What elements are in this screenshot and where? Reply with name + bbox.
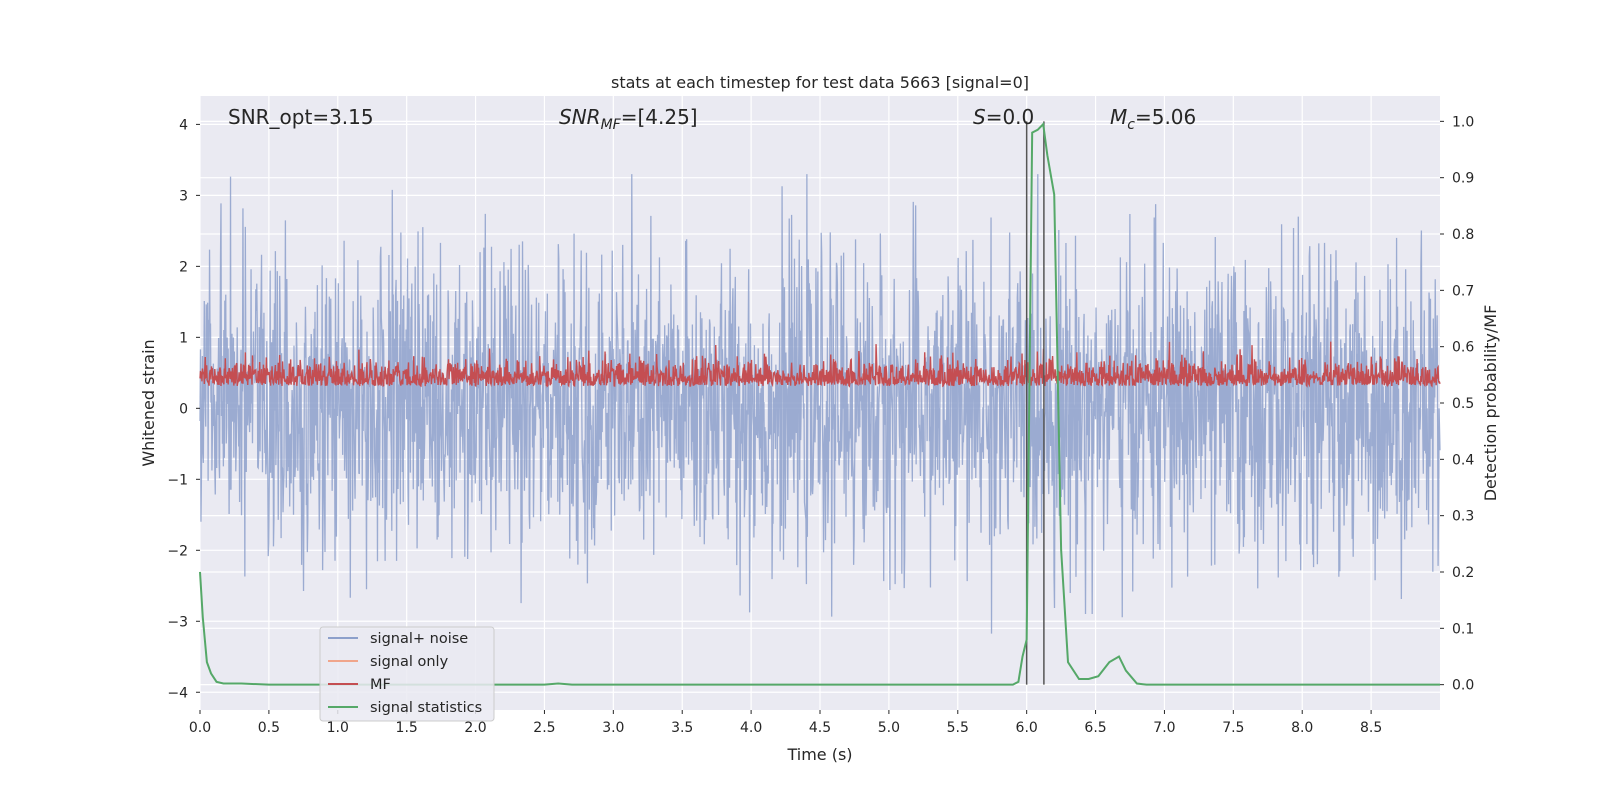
x-tick-label: 6.0 [1016, 720, 1038, 736]
y-tick-label: −4 [167, 685, 188, 701]
mf-series [199, 341, 1441, 388]
snr-mf-annotation: SNRMF=[4.25] [559, 105, 698, 133]
x-tick-label: 4.0 [740, 720, 762, 736]
legend-item-signal-only: signal only [328, 654, 449, 670]
signal-noise-line [199, 174, 1441, 634]
x-tick-label: 4.5 [809, 720, 831, 736]
y2-tick-label: 0.6 [1452, 340, 1474, 356]
signal-noise-series [199, 174, 1441, 634]
y-tick-label: 3 [179, 188, 188, 204]
snr-opt-annotation: SNR_opt=3.15 [228, 105, 374, 129]
legend-label-signal-statistics: signal statistics [370, 700, 482, 716]
signal-statistics-series [199, 122, 1440, 686]
y2-tick-label: 0.1 [1452, 621, 1474, 637]
snr-mf-value: =[4.25] [621, 105, 698, 129]
y-tick-label: −2 [167, 543, 188, 559]
legend: signal+ noise signal only MF signal stat… [319, 626, 495, 722]
x-tick-label: 3.5 [671, 720, 693, 736]
y-tick-label: 4 [179, 117, 188, 133]
y-tick-label: −3 [167, 614, 188, 630]
legend-label-signal-noise: signal+ noise [370, 631, 468, 647]
y-tick-label: 1 [179, 330, 188, 346]
s-annotation: S=0.0 [973, 105, 1034, 129]
legend-label-signal-only: signal only [370, 654, 449, 670]
mc-main: M [1110, 105, 1127, 129]
axis-ticks: 0.0 0.5 1.0 1.5 2.0 2.5 3.0 3.5 4.0 4.5 5.0 5.5 6.0 6… [167, 114, 1474, 736]
y2-tick-label: 0.3 [1452, 509, 1474, 525]
signal-statistics-line [199, 122, 1440, 686]
x-tick-label: 5.0 [878, 720, 900, 736]
y2-tick-label: 0.5 [1452, 396, 1474, 412]
y2-axis-label: Detection probability/MF [1481, 305, 1500, 502]
x-tick-label: 2.5 [533, 720, 555, 736]
x-tick-label: 8.5 [1360, 720, 1382, 736]
snr-mf-main: SNR [559, 105, 601, 129]
y-tick-label: −1 [167, 472, 188, 488]
x-tick-label: 3.0 [602, 720, 624, 736]
x-tick-label: 2.0 [464, 720, 486, 736]
y-tick-label: 2 [179, 259, 188, 275]
mf-line [199, 341, 1441, 388]
legend-item-signal-statistics: signal statistics [328, 700, 482, 716]
x-tick-label: 0.5 [258, 720, 280, 736]
mc-sub: c [1127, 117, 1135, 133]
legend-box [319, 626, 495, 722]
x-tick-label: 1.0 [327, 720, 349, 736]
mc-annotation: Mc=5.06 [1110, 105, 1196, 133]
mc-value: =5.06 [1135, 105, 1196, 129]
y2-tick-label: 0.9 [1452, 171, 1474, 187]
y2-tick-label: 0.0 [1452, 678, 1474, 694]
legend-item-mf: MF [328, 677, 391, 693]
x-tick-label: 7.0 [1153, 720, 1175, 736]
y2-tick-label: 1.0 [1452, 114, 1474, 130]
y2-tick-label: 0.7 [1452, 283, 1474, 299]
chart-title: stats at each timestep for test data 566… [611, 73, 1029, 92]
x-tick-label: 0.0 [189, 720, 211, 736]
s-value: =0.0 [986, 105, 1035, 129]
s-main: S [973, 105, 986, 129]
x-tick-label: 8.0 [1291, 720, 1313, 736]
y2-tick-label: 0.8 [1452, 227, 1474, 243]
x-tick-label: 1.5 [396, 720, 418, 736]
y-tick-label: 0 [179, 401, 188, 417]
snr-mf-sub: MF [601, 117, 622, 133]
x-tick-label: 6.5 [1084, 720, 1106, 736]
x-tick-label: 5.5 [947, 720, 969, 736]
legend-item-signal-noise: signal+ noise [328, 631, 468, 647]
y-axis-label: Whitened strain [139, 339, 158, 466]
x-axis-label: Time (s) [786, 745, 852, 764]
x-tick-label: 7.5 [1222, 720, 1244, 736]
y2-tick-label: 0.2 [1452, 565, 1474, 581]
legend-label-mf: MF [370, 677, 391, 693]
y2-tick-label: 0.4 [1452, 452, 1474, 468]
